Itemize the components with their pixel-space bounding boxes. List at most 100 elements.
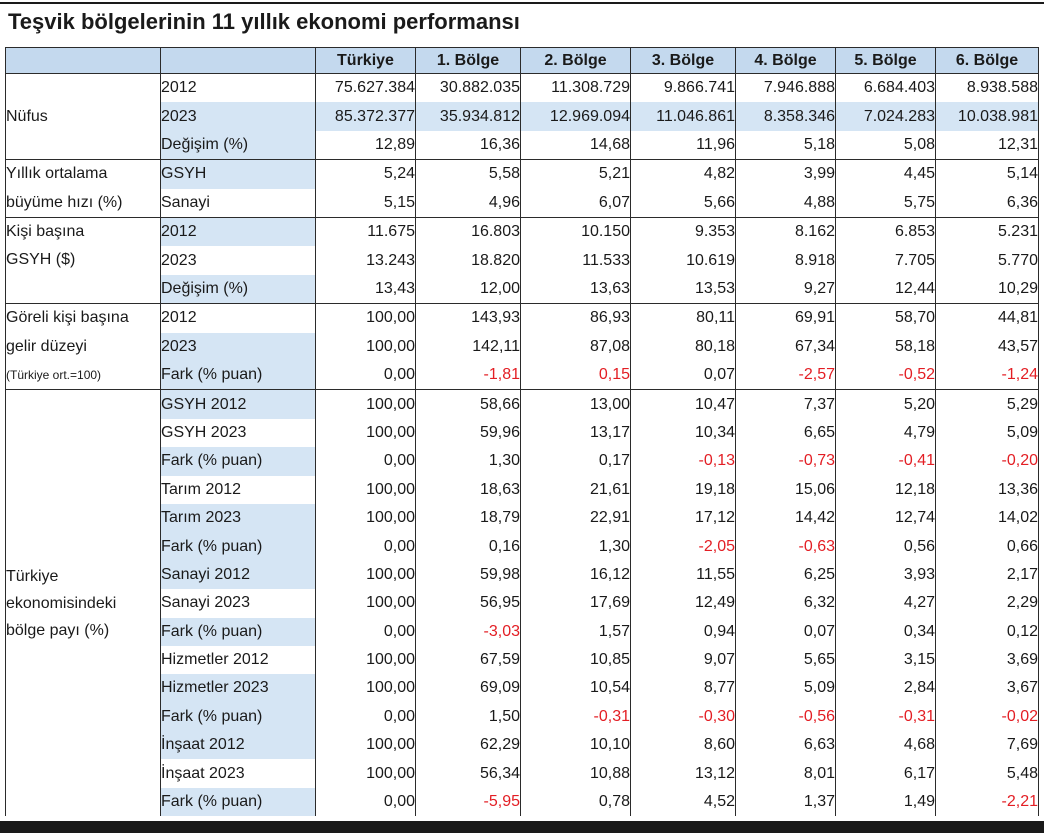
table-row: Yıllık ortalama büyüme hızı (%) GSYH 5,24 5,… — [5, 159, 1039, 218]
value-cell: 0,34 — [835, 617, 936, 646]
value-cell: 5,08 — [835, 130, 936, 160]
value-cell: 5,29 — [935, 389, 1039, 419]
row-label: İnşaat 2012 — [160, 731, 316, 760]
value-cell: 4,82 — [630, 159, 736, 189]
page-title: Teşvik bölgelerinin 11 yıllık ekonomi pe… — [8, 9, 520, 34]
value-cell: 5,48 — [935, 759, 1039, 788]
value-cell: 0,56 — [835, 532, 936, 561]
value-cell: 142,11 — [415, 332, 521, 361]
value-cell: 5,65 — [735, 645, 836, 675]
value-cell: 85.372.377 — [315, 102, 416, 131]
value-cell: 100,00 — [315, 560, 416, 590]
value-cell: 4,88 — [735, 188, 836, 218]
group-label: Göreli kişi başına gelir düzeyi (Türkiye o… — [5, 303, 161, 390]
value-cell: 4,52 — [630, 787, 736, 817]
value-cell: 13,00 — [520, 389, 631, 419]
value-cell: 8,60 — [630, 731, 736, 760]
row-label: 2012 — [160, 303, 316, 333]
row-label: 2012 — [160, 216, 316, 247]
value-cell: 0,07 — [735, 617, 836, 646]
value-cell: 15,06 — [735, 475, 836, 504]
value-cell: 58,70 — [835, 303, 936, 333]
table-row: GSYH 2023 100,00 59,96 13,17 10,34 6,65 4,79 5,… — [6, 418, 1039, 448]
table-row: Hizmetler 2023 100,00 69,09 10,54 8,77 5,09 2,… — [6, 674, 1039, 703]
value-cell: 0,16 — [415, 532, 521, 561]
value-cell: 6,17 — [835, 759, 936, 788]
value-cell: 12,31 — [935, 130, 1039, 160]
table-row: 2023 85.372.377 35.934.812 12.969.094 11.046… — [6, 102, 1039, 131]
value-cell: -0,20 — [935, 447, 1039, 476]
value-cell: 3,69 — [935, 645, 1039, 675]
value-cell: 56,34 — [415, 759, 521, 788]
value-cell: 6,07 — [520, 188, 631, 218]
table-row: Değişim (%) 12,89 16,36 14,68 11,96 5,18 5,08 1… — [6, 130, 1039, 160]
value-cell: 9,07 — [630, 645, 736, 675]
column-header: 2. Bölge — [520, 47, 631, 74]
value-cell: 0,78 — [520, 787, 631, 817]
group-label: Nüfus — [5, 72, 161, 160]
value-cell: 8.358.346 — [735, 102, 836, 131]
value-cell: 10,34 — [630, 418, 736, 448]
row-label: Fark (% puan) — [160, 787, 316, 817]
value-cell: 19,18 — [630, 475, 736, 504]
value-cell: 0,00 — [315, 702, 416, 732]
value-cell: 67,59 — [415, 645, 521, 675]
table-row: 2023 100,00 142,11 87,08 80,18 67,34 58,18 43,5… — [6, 332, 1039, 361]
top-rule — [0, 2, 1044, 4]
value-cell: 5.770 — [935, 246, 1039, 275]
column-header: 4. Bölge — [735, 47, 836, 74]
value-cell: 13,43 — [315, 274, 416, 304]
value-cell: 0,94 — [630, 617, 736, 646]
group-label-line: ekonomisindeki — [6, 594, 117, 612]
table-row: Fark (% puan) 0,00 1,50 -0,31 -0,30 -0,56 -0,3… — [6, 702, 1039, 732]
value-cell: 100,00 — [315, 418, 416, 448]
value-cell: 1,57 — [520, 617, 631, 646]
column-header-blank — [160, 47, 316, 74]
value-cell: -0,56 — [735, 702, 836, 732]
value-cell: 10.619 — [630, 246, 736, 275]
value-cell: -2,57 — [735, 360, 836, 390]
value-cell: 0,00 — [315, 532, 416, 561]
table-body: Nüfus 2012 75.627.384 30.882.035 11.308.729 9… — [5, 72, 1039, 817]
value-cell: 5,58 — [415, 159, 521, 189]
value-cell: 11.308.729 — [520, 73, 631, 103]
value-cell: 100,00 — [315, 303, 416, 333]
value-cell: 7.705 — [835, 246, 936, 275]
value-cell: 3,99 — [735, 159, 836, 189]
value-cell: 11.046.861 — [630, 102, 736, 131]
value-cell: 6,32 — [735, 589, 836, 618]
value-cell: 87,08 — [520, 332, 631, 361]
group-label-line: GSYH ($) — [6, 251, 76, 269]
group-label-line: bölge payı (%) — [6, 621, 110, 639]
table-row: Değişim (%) 13,43 12,00 13,63 13,53 9,27 12,44… — [6, 274, 1039, 304]
row-label: Fark (% puan) — [160, 617, 316, 646]
value-cell: 0,00 — [315, 787, 416, 817]
value-cell: -0,63 — [735, 532, 836, 561]
value-cell: 13.243 — [315, 246, 416, 275]
value-cell: 100,00 — [315, 645, 416, 675]
row-label: 2012 — [160, 73, 316, 103]
value-cell: 8.938.588 — [935, 73, 1039, 103]
value-cell: 5,21 — [520, 159, 631, 189]
value-cell: 4,68 — [835, 731, 936, 760]
value-cell: 1,30 — [415, 447, 521, 476]
value-cell: 1,50 — [415, 702, 521, 732]
value-cell: -1,24 — [935, 360, 1039, 390]
value-cell: 35.934.812 — [415, 102, 521, 131]
value-cell: -0,41 — [835, 447, 936, 476]
value-cell: 5,09 — [935, 418, 1039, 448]
value-cell: 100,00 — [315, 475, 416, 504]
value-cell: 16.803 — [415, 216, 521, 247]
value-cell: 8.162 — [735, 216, 836, 247]
column-header: Türkiye — [315, 47, 416, 74]
value-cell: 7,69 — [935, 731, 1039, 760]
value-cell: 5,18 — [735, 130, 836, 160]
row-label: Tarım 2023 — [160, 503, 316, 533]
value-cell: -0,52 — [835, 360, 936, 390]
value-cell: 100,00 — [315, 589, 416, 618]
value-cell: 2,17 — [935, 560, 1039, 590]
group-label-line: Türkiye — [6, 567, 59, 585]
value-cell: 0,07 — [630, 360, 736, 390]
value-cell: 80,11 — [630, 303, 736, 333]
table-row: 2023 13.243 18.820 11.533 10.619 8.918 7.705 5.… — [6, 246, 1039, 275]
